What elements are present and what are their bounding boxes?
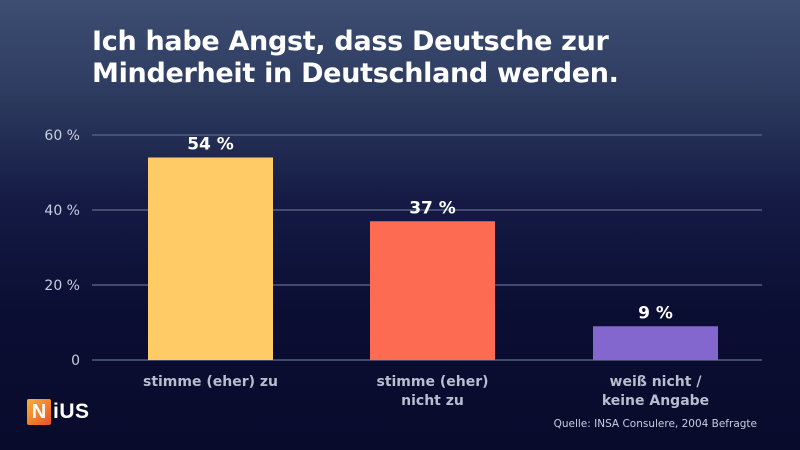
bar — [593, 326, 718, 360]
y-axis-ticks: 0 20 % 40 % 60 % — [44, 128, 80, 369]
bars — [148, 157, 718, 360]
data-label: 9 % — [638, 303, 673, 323]
y-tick-label: 60 % — [44, 128, 80, 144]
chart-title: Ich habe Angst, dass Deutsche zur Minder… — [92, 26, 712, 90]
y-tick-label: 20 % — [44, 278, 80, 294]
logo-mark: N — [27, 399, 51, 425]
y-tick-label: 40 % — [44, 203, 80, 219]
bar — [148, 157, 273, 360]
x-tick-label: nicht zu — [401, 393, 464, 409]
data-label: 37 % — [409, 198, 456, 218]
source-note: Quelle: INSA Consulere, 2004 Befragte — [553, 418, 757, 430]
data-labels: 54 % 37 % 9 % — [187, 135, 673, 324]
bar — [370, 221, 495, 360]
x-tick-label: weiß nicht / — [610, 374, 703, 390]
x-tick-label: keine Angabe — [602, 393, 709, 409]
data-label: 54 % — [187, 135, 234, 155]
x-tick-label: stimme (eher) zu — [143, 374, 278, 390]
x-tick-label: stimme (eher) — [376, 374, 488, 390]
y-tick-label: 0 — [71, 353, 80, 369]
chart-title-line-1: Ich habe Angst, dass Deutsche zur — [92, 26, 609, 57]
x-axis-labels: stimme (eher) zu stimme (eher) nicht zu wei… — [143, 374, 709, 409]
nius-logo: N iUS — [27, 399, 90, 425]
chart-title-line-2: Minderheit in Deutschland werden. — [92, 58, 619, 89]
logo-text: iUS — [53, 400, 90, 423]
